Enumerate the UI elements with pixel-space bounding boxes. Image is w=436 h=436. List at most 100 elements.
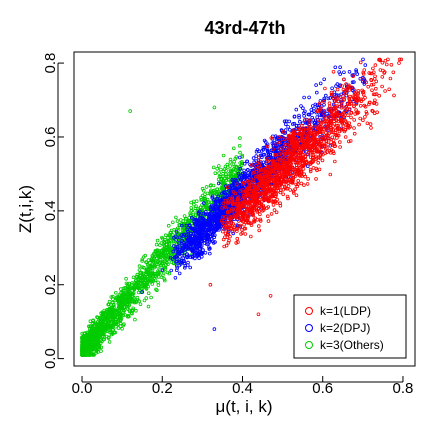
data-point [317,102,322,107]
data-point [283,122,288,126]
data-point [203,251,208,255]
data-point [335,104,340,108]
data-point [123,285,127,290]
data-point [203,212,208,216]
data-point [351,74,355,78]
data-point [322,99,326,104]
data-point [279,188,283,193]
data-point [88,324,92,329]
data-point [392,93,396,98]
data-point [257,228,262,233]
data-point [110,312,115,317]
data-point [256,224,261,228]
data-point [204,225,209,229]
data-point [329,90,334,95]
data-point [290,171,295,175]
data-point [240,160,244,164]
data-point [274,142,279,147]
data-point [119,317,123,322]
data-point [166,250,170,254]
data-point [213,209,217,214]
data-point [273,134,278,139]
data-point [215,167,220,171]
data-point [325,119,330,123]
data-point [221,178,226,183]
data-point [284,173,288,178]
data-point [213,217,218,222]
data-point [254,167,259,171]
data-point [253,201,258,205]
data-point [111,302,116,307]
data-point [355,110,359,114]
data-point [346,139,351,144]
data-point [309,137,314,142]
data-point [100,314,105,319]
data-point [227,171,232,176]
data-point [352,118,357,122]
data-point [284,154,289,159]
data-point [238,166,243,171]
data-point [299,123,304,128]
data-point [163,247,168,252]
data-point [353,112,358,116]
data-point [155,238,160,243]
data-point [91,319,95,323]
data-point [235,187,239,192]
data-point [163,233,168,238]
data-point [215,191,220,195]
data-point [222,244,227,249]
data-point [250,212,255,217]
data-point [294,107,299,112]
data-point [94,350,98,355]
data-point [350,80,355,84]
data-point [333,99,337,104]
data-point [305,133,310,138]
data-point [329,119,333,124]
data-point [287,137,292,141]
data-point [178,255,182,259]
data-point [156,283,161,287]
data-point [356,89,361,93]
data-point [332,159,337,164]
data-point [277,171,282,176]
data-point [358,104,363,108]
data-point [215,211,220,216]
data-point [210,196,215,200]
data-point [236,240,240,244]
data-point [281,187,285,192]
data-point [238,150,242,155]
data-point [286,136,291,140]
data-point [324,139,329,144]
data-point [277,185,282,190]
data-point [282,119,287,124]
data-point [219,167,223,172]
data-point [84,349,88,354]
data-point [360,77,365,81]
data-point [80,346,85,351]
data-point [116,326,121,330]
data-point [171,249,176,254]
data-point [154,287,158,292]
data-point [217,225,222,230]
data-point [228,160,233,164]
data-point [115,313,119,317]
data-point [251,156,256,160]
data-point [119,290,123,295]
data-point [208,232,212,237]
data-point [175,268,179,273]
data-point [238,136,242,140]
data-point [374,79,379,84]
data-point [221,237,226,242]
data-point [161,264,166,268]
data-point [281,192,286,197]
data-point [371,66,375,71]
data-point [177,263,182,268]
data-point [303,128,308,132]
data-point [305,182,310,186]
data-point [175,251,180,256]
data-point [322,112,327,116]
data-point [241,204,246,209]
data-point [323,131,328,135]
data-point [348,139,353,143]
